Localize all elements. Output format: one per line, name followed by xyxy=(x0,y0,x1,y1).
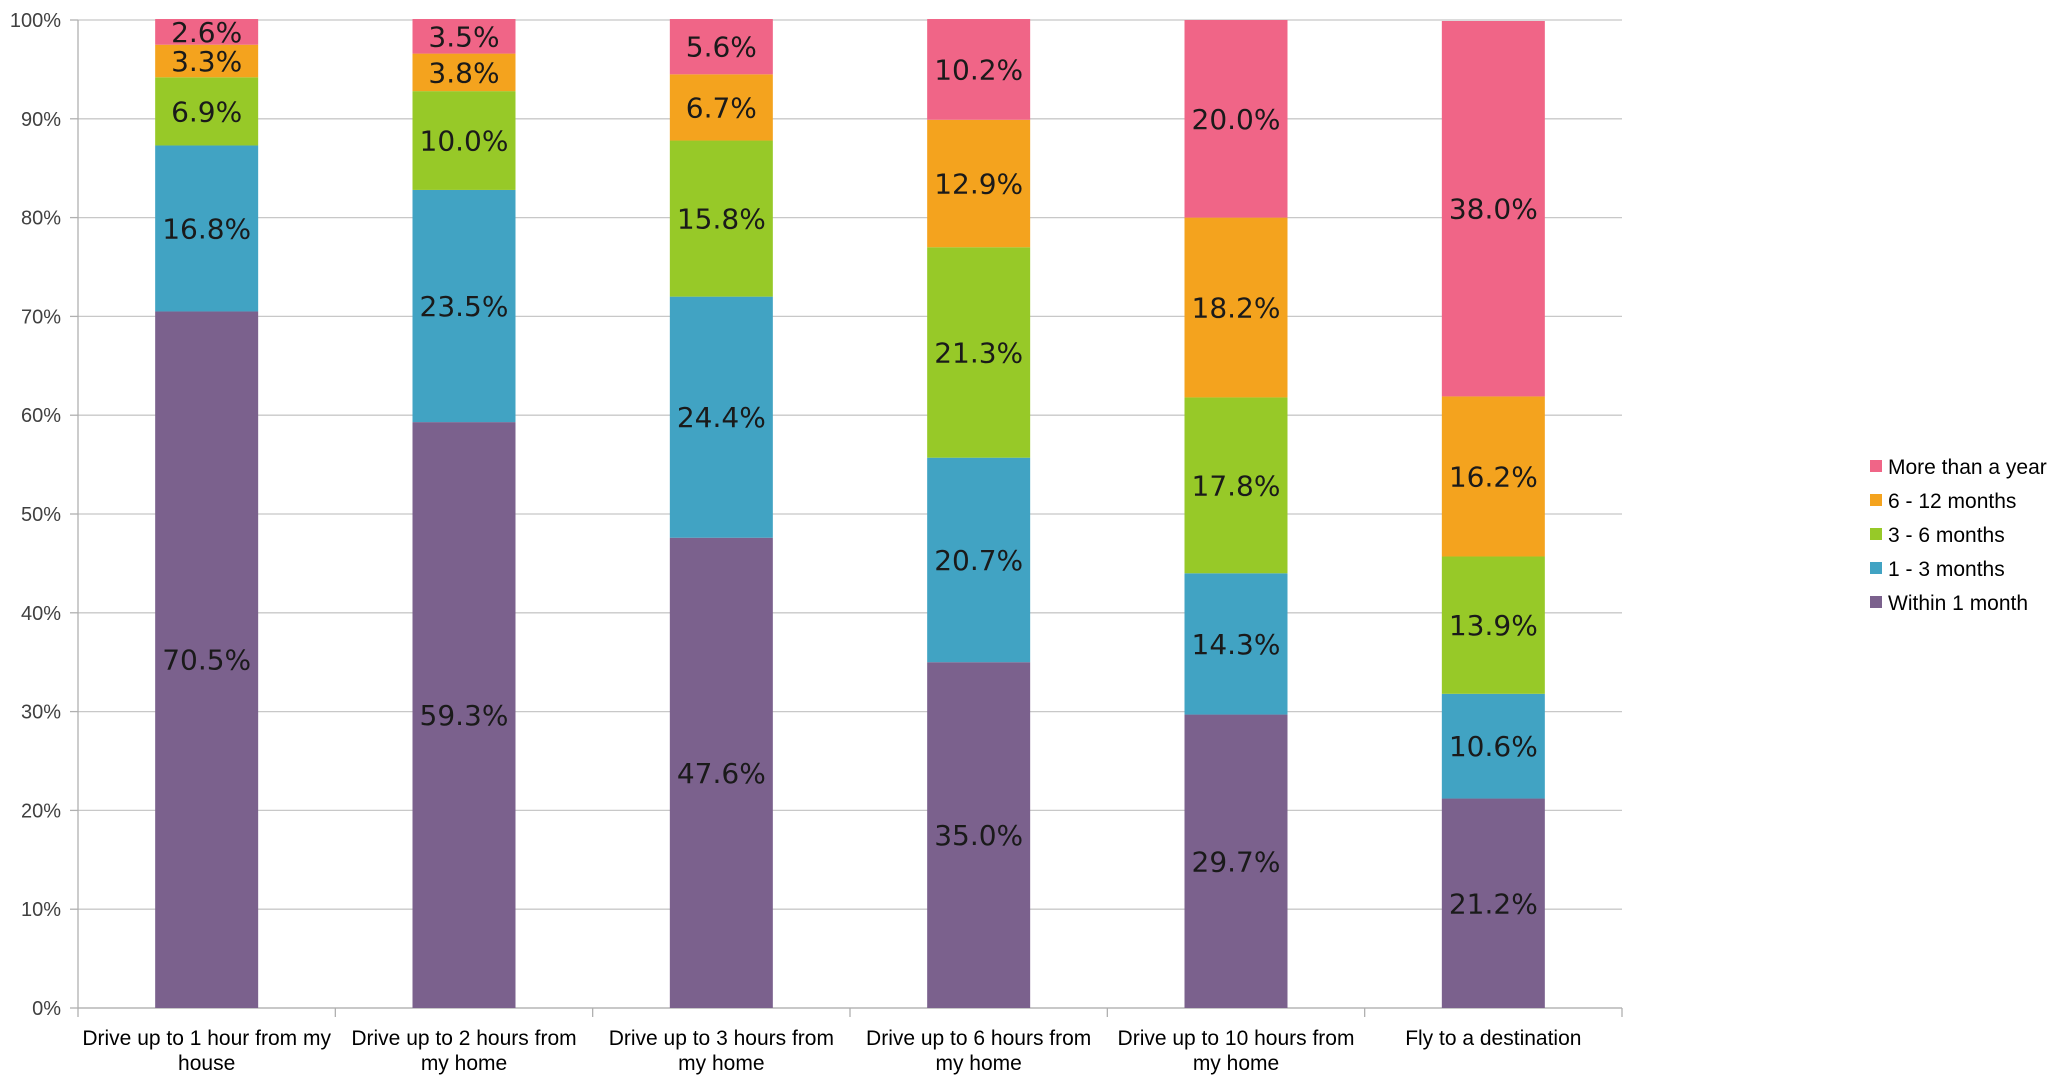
data-label: 20.0% xyxy=(1192,103,1281,136)
data-label: 14.3% xyxy=(1192,628,1281,661)
bar-segment xyxy=(669,537,773,1008)
y-tick-label: 90% xyxy=(21,109,61,131)
bar-segment xyxy=(1184,217,1288,398)
bar-segment xyxy=(669,74,773,141)
bar-segment xyxy=(927,457,1031,663)
data-label: 15.8% xyxy=(677,203,766,236)
bar-segment xyxy=(927,247,1031,458)
bar-segment xyxy=(927,662,1031,1008)
bar-segment xyxy=(412,19,516,54)
category-label: Fly to a destination xyxy=(1405,1027,1581,1050)
data-label: 21.2% xyxy=(1449,887,1538,920)
category-label: Drive up to 1 hour from my xyxy=(82,1027,331,1050)
bar-segment xyxy=(1184,714,1288,1008)
y-tick-label: 50% xyxy=(21,504,61,526)
legend-swatch xyxy=(1870,494,1882,506)
category-label: my home xyxy=(678,1052,764,1075)
data-label: 3.8% xyxy=(428,56,499,89)
legend-label: 6 - 12 months xyxy=(1888,490,2016,513)
bar-segment xyxy=(155,77,259,146)
bar-segment xyxy=(412,422,516,1009)
bar-segment xyxy=(412,91,516,190)
data-label: 38.0% xyxy=(1449,193,1538,226)
data-label: 3.3% xyxy=(171,45,242,78)
bar-segment xyxy=(669,296,773,538)
bar-segment xyxy=(669,140,773,297)
data-label: 23.5% xyxy=(420,290,509,323)
bar-segment xyxy=(412,53,516,92)
bar-segment xyxy=(1184,20,1288,218)
bar-segment xyxy=(155,19,259,45)
y-tick-label: 80% xyxy=(21,208,61,230)
data-label: 29.7% xyxy=(1192,845,1281,878)
legend-label: More than a year xyxy=(1888,456,2047,479)
data-label: 6.9% xyxy=(171,95,242,128)
data-label: 59.3% xyxy=(420,699,509,732)
bar-segment xyxy=(155,311,259,1009)
data-label: 6.7% xyxy=(686,91,757,124)
data-label: 47.6% xyxy=(677,757,766,790)
bar-segment xyxy=(1441,20,1545,397)
data-label: 16.2% xyxy=(1449,460,1538,493)
bar-segment xyxy=(1441,798,1545,1008)
y-tick-label: 0% xyxy=(32,998,61,1020)
data-label: 12.9% xyxy=(934,168,1023,201)
bar-segment xyxy=(155,145,259,312)
data-label: 21.3% xyxy=(934,336,1023,369)
bar-segment xyxy=(1441,396,1545,557)
category-label: house xyxy=(178,1052,235,1075)
bar-segment xyxy=(1441,556,1545,694)
data-label: 10.0% xyxy=(420,125,509,158)
y-tick-label: 100% xyxy=(10,10,61,32)
data-label: 16.8% xyxy=(162,212,251,245)
bar-segment xyxy=(927,119,1031,248)
category-label: my home xyxy=(421,1052,507,1075)
category-label: Drive up to 3 hours from xyxy=(609,1027,834,1050)
y-tick-label: 70% xyxy=(21,306,61,328)
bar-segment xyxy=(1441,693,1545,799)
category-label: my home xyxy=(1193,1052,1279,1075)
data-label: 13.9% xyxy=(1449,609,1538,642)
bar-segment xyxy=(927,19,1031,120)
legend-label: 1 - 3 months xyxy=(1888,558,2005,581)
data-label: 3.5% xyxy=(428,20,499,53)
y-tick-label: 40% xyxy=(21,603,61,625)
data-label: 10.2% xyxy=(934,53,1023,86)
category-label: Drive up to 10 hours from xyxy=(1118,1027,1355,1050)
y-tick-label: 60% xyxy=(21,405,61,427)
y-tick-label: 10% xyxy=(21,899,61,921)
data-label: 70.5% xyxy=(162,644,251,677)
legend-swatch xyxy=(1870,460,1882,472)
data-label: 18.2% xyxy=(1192,292,1281,325)
bar-segment xyxy=(1184,573,1288,715)
data-label: 24.4% xyxy=(677,401,766,434)
category-label: my home xyxy=(935,1052,1021,1075)
bar-segment xyxy=(1184,397,1288,574)
data-label: 5.6% xyxy=(686,31,757,64)
data-label: 17.8% xyxy=(1192,469,1281,502)
data-label: 35.0% xyxy=(934,819,1023,852)
category-label: Drive up to 6 hours from xyxy=(866,1027,1091,1050)
legend-swatch xyxy=(1870,528,1882,540)
legend-swatch xyxy=(1870,596,1882,608)
legend-swatch xyxy=(1870,562,1882,574)
legend-label: 3 - 6 months xyxy=(1888,524,2005,547)
data-label: 2.6% xyxy=(171,16,242,49)
y-tick-label: 20% xyxy=(21,800,61,822)
bar-segment xyxy=(412,189,516,423)
data-label: 20.7% xyxy=(934,544,1023,577)
data-label: 10.6% xyxy=(1449,730,1538,763)
legend-label: Within 1 month xyxy=(1888,592,2028,615)
y-tick-label: 30% xyxy=(21,702,61,724)
bar-segment xyxy=(155,44,259,78)
category-label: Drive up to 2 hours from xyxy=(351,1027,576,1050)
bar-segment xyxy=(669,19,773,75)
